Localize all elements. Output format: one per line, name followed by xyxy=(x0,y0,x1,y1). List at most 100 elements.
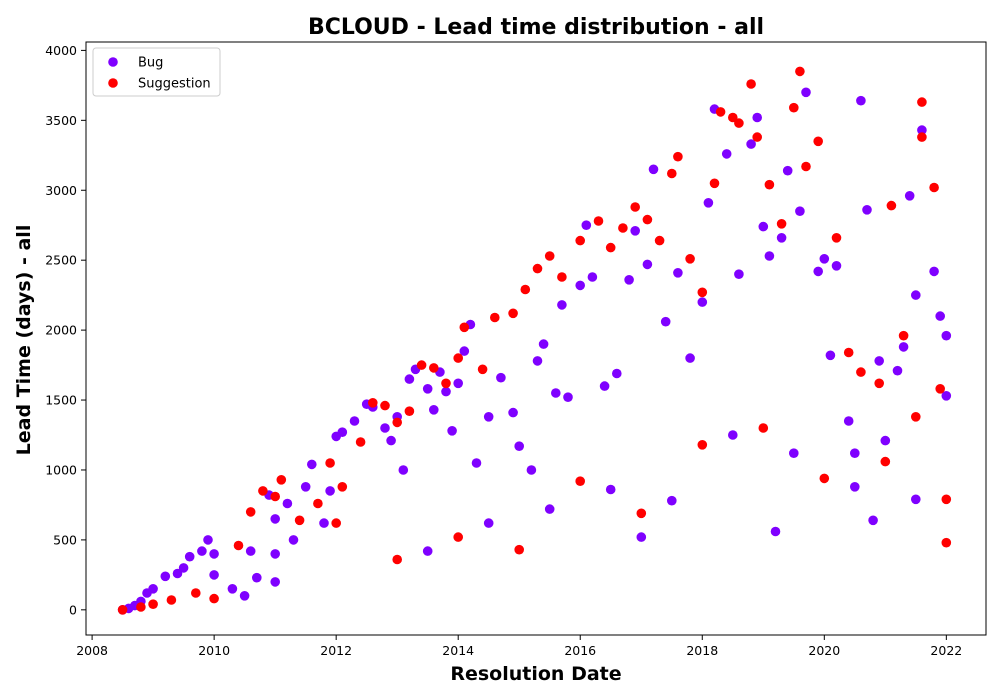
bug-point xyxy=(245,546,256,556)
bug-point xyxy=(160,571,171,582)
bug-point xyxy=(551,388,561,398)
bug-point xyxy=(178,563,189,573)
suggestion-point xyxy=(459,322,470,333)
bug-point xyxy=(874,356,884,366)
bug-point xyxy=(270,549,281,559)
bug-point xyxy=(880,435,891,446)
suggestion-point xyxy=(245,507,256,517)
legend: Bug Suggestion xyxy=(92,47,221,97)
y-axis: 0 500 1000 1500 2000 2500 3000 3500 4000 xyxy=(45,43,86,617)
bug-point xyxy=(197,546,207,556)
bug-point xyxy=(422,546,433,556)
bug-point xyxy=(453,378,464,389)
suggestion-point xyxy=(709,178,720,189)
legend-marker-bug xyxy=(108,57,118,67)
bug-point xyxy=(776,233,787,243)
suggestion-point xyxy=(392,554,403,565)
x-tick-label: 2018 xyxy=(686,643,718,658)
y-axis-label: Lead Time (days) - all xyxy=(13,225,35,456)
bug-point xyxy=(813,266,823,277)
bug-point xyxy=(496,372,506,383)
bug-point xyxy=(825,350,836,361)
legend-label-bug: Bug xyxy=(138,56,163,71)
bug-point xyxy=(911,494,921,505)
suggestion-point xyxy=(642,214,653,225)
suggestion-point xyxy=(477,364,488,375)
suggestion-point xyxy=(514,544,524,555)
y-tick-label: 3000 xyxy=(45,183,77,198)
x-tick-label: 2016 xyxy=(564,643,596,658)
bug-point xyxy=(270,514,281,524)
bug-point xyxy=(575,280,585,291)
suggestion-point xyxy=(575,476,585,487)
y-tick-label: 2500 xyxy=(45,253,77,268)
x-tick-label: 2010 xyxy=(198,643,230,658)
suggestion-point xyxy=(117,605,128,615)
y-tick-label: 0 xyxy=(69,602,77,617)
suggestion-point xyxy=(673,151,683,162)
suggestion-point xyxy=(544,251,555,261)
x-tick-label: 2012 xyxy=(320,643,352,658)
suggestion-point xyxy=(605,242,616,253)
bug-point xyxy=(148,584,158,594)
suggestion-point xyxy=(697,287,708,298)
x-axis-label: Resolution Date xyxy=(450,663,621,685)
suggestion-point xyxy=(355,437,366,447)
y-tick-label: 4000 xyxy=(45,43,77,58)
bug-point xyxy=(728,430,738,440)
x-axis: 2008 2010 2012 2014 2016 2018 2020 2022 xyxy=(76,635,962,658)
suggestion-point xyxy=(685,253,695,264)
bug-point xyxy=(752,112,762,123)
bug-point xyxy=(801,87,811,98)
suggestion-point xyxy=(880,456,891,467)
bug-point xyxy=(508,407,518,418)
suggestion-point xyxy=(313,498,323,509)
suggestion-point xyxy=(654,235,665,246)
y-tick-label: 3500 xyxy=(45,113,77,128)
suggestion-point xyxy=(746,79,756,89)
bug-point xyxy=(685,353,695,363)
bug-point xyxy=(270,577,281,587)
bug-point xyxy=(624,275,634,285)
bug-point xyxy=(892,365,903,376)
suggestion-point xyxy=(917,97,927,107)
bug-point xyxy=(935,311,945,321)
bug-point xyxy=(660,316,671,327)
y-tick-label: 1500 xyxy=(45,393,77,408)
bug-point xyxy=(648,164,659,175)
suggestion-point xyxy=(715,107,726,117)
bug-point xyxy=(819,253,830,264)
bug-point xyxy=(404,374,415,384)
bug-point xyxy=(337,427,348,438)
bug-point xyxy=(398,465,409,475)
suggestion-point xyxy=(136,602,146,612)
suggestion-point xyxy=(886,200,897,211)
bug-point xyxy=(227,584,238,594)
bug-point xyxy=(831,261,842,271)
bug-point xyxy=(209,570,219,580)
suggestion-point xyxy=(935,384,945,394)
suggestion-point xyxy=(429,363,439,373)
suggestion-point xyxy=(630,202,640,212)
suggestion-point xyxy=(874,378,884,389)
suggestion-point xyxy=(813,136,823,147)
bug-point xyxy=(563,392,573,403)
x-tick-label: 2008 xyxy=(76,643,108,658)
suggestion-point xyxy=(294,515,305,526)
suggestion-point xyxy=(166,595,177,605)
bug-point xyxy=(789,448,799,459)
bug-point xyxy=(941,330,952,341)
suggestion-point xyxy=(331,518,342,528)
suggestion-point xyxy=(416,360,427,370)
suggestion-point xyxy=(734,118,744,128)
bug-point xyxy=(721,149,732,159)
bug-point xyxy=(868,515,878,526)
bug-point xyxy=(447,426,457,436)
bug-point xyxy=(746,139,756,149)
suggestion-point xyxy=(337,482,348,492)
bug-point xyxy=(172,568,183,579)
bug-point xyxy=(758,221,769,232)
suggestion-point xyxy=(520,284,531,295)
suggestion-point xyxy=(148,599,158,609)
suggestion-point xyxy=(325,458,335,468)
